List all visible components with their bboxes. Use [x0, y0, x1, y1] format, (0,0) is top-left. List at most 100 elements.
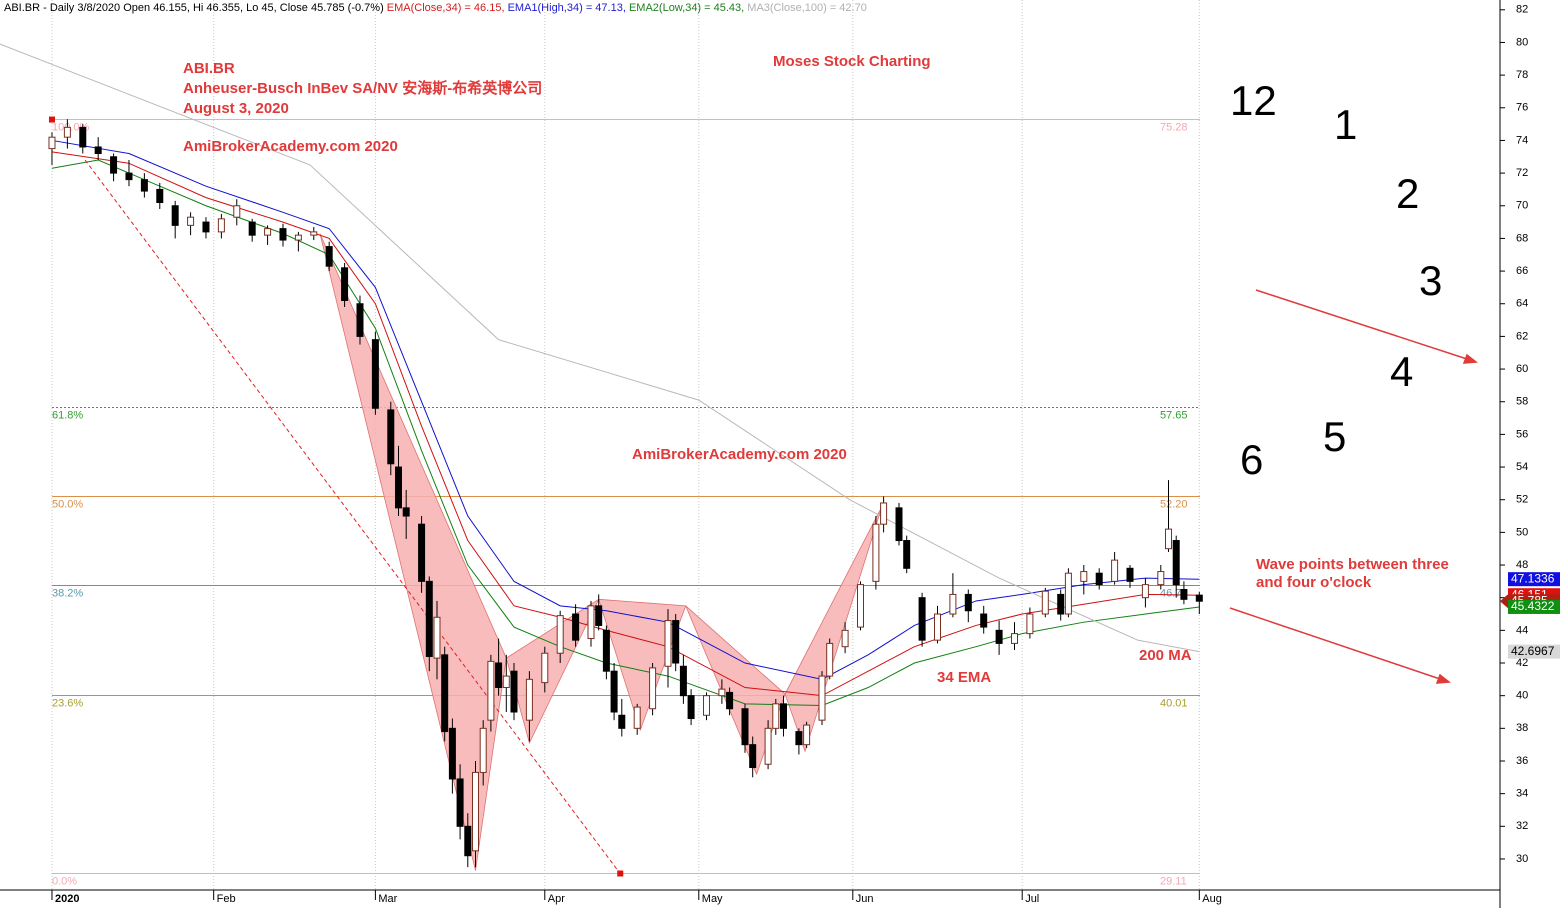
candle-body [325, 246, 333, 267]
y-tick-label: 50 [1516, 526, 1528, 538]
x-tick-label: May [702, 893, 723, 905]
x-tick-label: Jun [856, 893, 874, 905]
candle-body [1180, 589, 1188, 600]
y-tick-label: 52 [1516, 494, 1528, 506]
y-tick-label: 68 [1516, 232, 1528, 244]
y-tick-label: 80 [1516, 36, 1528, 48]
x-tick-label: Apr [548, 893, 565, 905]
arrows [1229, 289, 1478, 684]
header-part: MA3(Close,100) = 42.70 [747, 2, 867, 14]
fib-label: 0.0% [52, 875, 77, 887]
candle-body [394, 466, 402, 509]
y-tick-label: 66 [1516, 265, 1528, 277]
x-tick-label: Feb [217, 893, 236, 905]
arrow-head [1462, 353, 1478, 364]
plot: 3032343638404244464850525456586062646668… [0, 4, 1528, 905]
fib-label: 50.0% [52, 498, 83, 510]
annotation: Moses Stock Charting [773, 53, 931, 70]
fib-value: 57.65 [1160, 409, 1188, 421]
candle-body [795, 731, 803, 746]
candle-body [1172, 540, 1180, 586]
candle-body [63, 126, 71, 138]
price-tag-arrow [1500, 594, 1508, 609]
candle-body [841, 629, 849, 648]
x-tick-label: Mar [378, 893, 397, 905]
candle-body [918, 597, 926, 641]
y-tick-label: 56 [1516, 428, 1528, 440]
price-tag [1508, 599, 1560, 614]
candle-body [1141, 584, 1149, 599]
price-tag-label: 42.6967 [1511, 644, 1555, 658]
candle-body [110, 156, 118, 174]
candle-body [980, 613, 988, 628]
candle-body [495, 662, 503, 689]
candle-body [387, 409, 395, 465]
candle-body [633, 706, 641, 729]
candle-body [1126, 567, 1134, 582]
candle-body [233, 205, 241, 218]
indicator-line [0, 43, 1200, 653]
candle-body [502, 675, 510, 689]
candle-body [456, 778, 464, 827]
candle-body [541, 652, 549, 684]
y-tick-label: 38 [1516, 722, 1528, 734]
annotation: AmiBrokerAcademy.com 2020 [183, 138, 398, 155]
candle-body [425, 580, 433, 657]
candle-body [618, 714, 626, 729]
y-tick-label: 36 [1516, 755, 1528, 767]
candle-body [1095, 572, 1103, 586]
candle-body [1041, 590, 1049, 615]
candle-body [479, 727, 487, 773]
candle-body [741, 708, 749, 746]
marker [48, 116, 55, 123]
y-tick-label: 72 [1516, 167, 1528, 179]
y-tick-label: 76 [1516, 102, 1528, 114]
candle-body [125, 172, 133, 181]
candle-body [79, 126, 87, 148]
candle-body [880, 502, 888, 525]
fib-label: 61.8% [52, 409, 83, 421]
candle-body [718, 688, 726, 697]
pattern [784, 506, 883, 753]
candle-body [649, 667, 657, 710]
y-tick-label: 82 [1516, 4, 1528, 16]
price-tag [1508, 572, 1560, 587]
candle-body [1011, 633, 1019, 644]
candle-body [964, 593, 972, 612]
clock-number: 5 [1323, 413, 1346, 460]
candle-body [471, 771, 479, 852]
candle-body [464, 825, 472, 857]
y-tick-label: 64 [1516, 298, 1528, 310]
candle-body [610, 670, 618, 713]
candle-body [1195, 594, 1203, 602]
indicator-line [51, 139, 1200, 680]
marker [617, 870, 624, 877]
candle-body [726, 691, 734, 710]
candle-body [749, 744, 757, 769]
candle-body [772, 703, 780, 729]
candle-body [156, 188, 164, 203]
fib-value: 40.01 [1160, 697, 1188, 709]
candle-body [895, 507, 903, 542]
arrow [1229, 607, 1444, 681]
y-tick-label: 48 [1516, 559, 1528, 571]
candle-body [1064, 572, 1072, 615]
candle-body [371, 339, 379, 409]
candle-body [679, 665, 687, 697]
price-tag-label: 47.1336 [1511, 571, 1555, 585]
annotation: AmiBrokerAcademy.com 2020 [632, 446, 847, 463]
candle-body [248, 221, 256, 236]
clock-number: 2 [1396, 170, 1419, 217]
candle-body [903, 540, 911, 569]
x-tick-label: Aug [1202, 893, 1222, 905]
y-tick-label: 30 [1516, 853, 1528, 865]
header-part: EMA2(Low,34) = 45.43, [629, 2, 744, 14]
candle-body [341, 267, 349, 301]
annotation: August 3, 2020 [183, 100, 289, 117]
header: ABI.BR - Daily 3/8/2020 Open 46.155, Hi … [4, 2, 867, 14]
y-tick-label: 78 [1516, 69, 1528, 81]
arrow-head [1435, 673, 1451, 684]
candle-body [1026, 613, 1034, 635]
y-tick-label: 40 [1516, 690, 1528, 702]
